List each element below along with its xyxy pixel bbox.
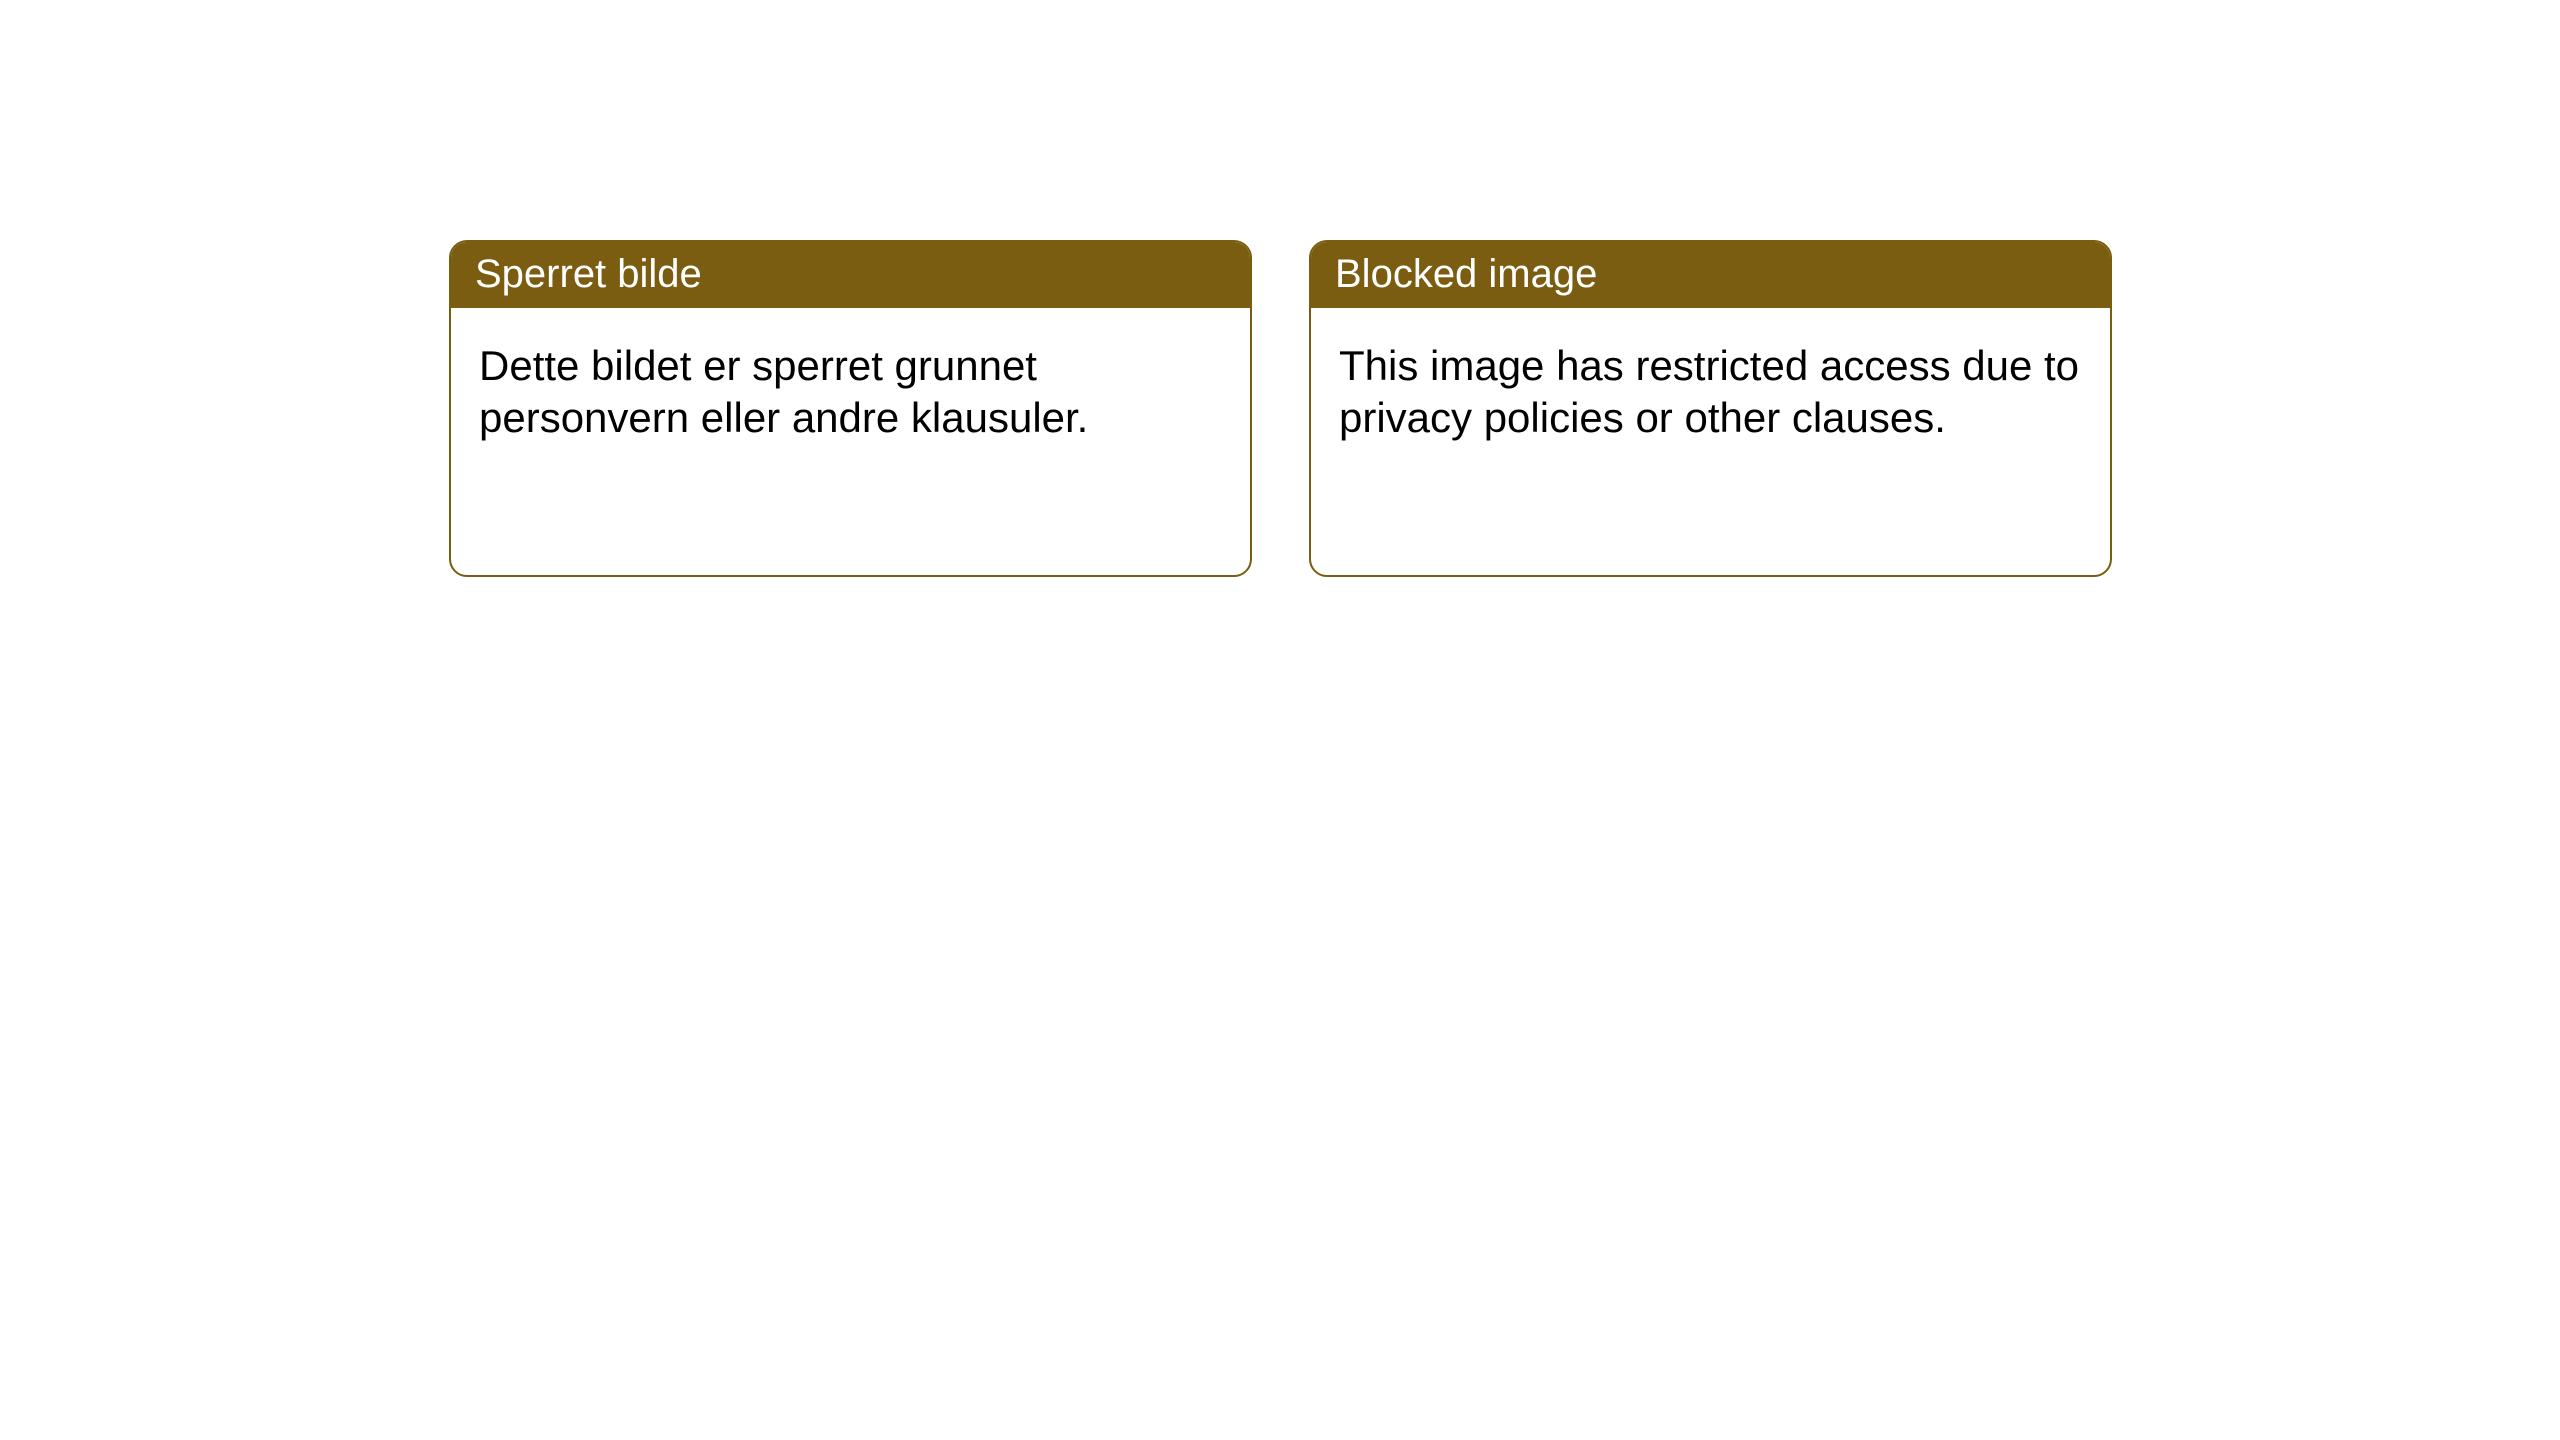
notice-card-en: Blocked image This image has restricted … [1309, 240, 2112, 577]
notice-body-no: Dette bildet er sperret grunnet personve… [451, 308, 1250, 476]
notice-body-en: This image has restricted access due to … [1311, 308, 2110, 476]
notice-title-no: Sperret bilde [475, 252, 702, 296]
notice-container: Sperret bilde Dette bildet er sperret gr… [449, 240, 2112, 577]
notice-title-en: Blocked image [1335, 252, 1597, 296]
notice-text-no: Dette bildet er sperret grunnet personve… [479, 342, 1088, 441]
notice-card-no: Sperret bilde Dette bildet er sperret gr… [449, 240, 1252, 577]
notice-header-en: Blocked image [1311, 242, 2110, 308]
notice-text-en: This image has restricted access due to … [1339, 342, 2079, 441]
notice-header-no: Sperret bilde [451, 242, 1250, 308]
